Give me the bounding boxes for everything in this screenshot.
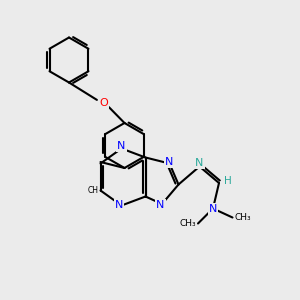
Text: N: N: [209, 204, 217, 214]
Text: N: N: [117, 141, 126, 151]
Text: O: O: [99, 98, 108, 109]
Text: CH: CH: [88, 186, 98, 195]
Text: CH₃: CH₃: [235, 213, 251, 222]
Text: H: H: [224, 176, 231, 187]
Text: N: N: [195, 158, 204, 168]
Text: N: N: [165, 157, 174, 167]
Text: CH₃: CH₃: [179, 219, 196, 228]
Text: N: N: [115, 200, 123, 211]
Text: O: O: [99, 98, 108, 109]
Text: N: N: [156, 200, 165, 211]
